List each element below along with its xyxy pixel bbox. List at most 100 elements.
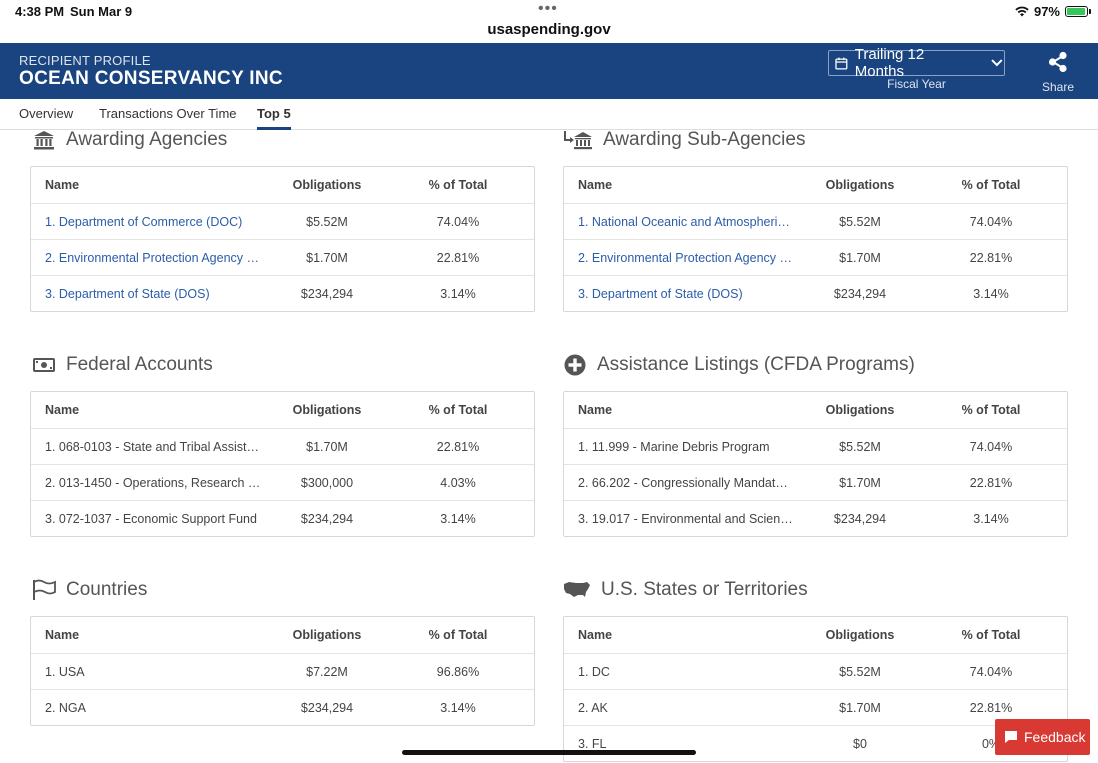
pct-value: 3.14%	[440, 700, 476, 715]
pct-value: 22.81%	[436, 439, 480, 454]
table-row: 2. NGA $234,294 3.14%	[31, 689, 534, 725]
pct-value: 74.04%	[969, 439, 1013, 454]
table-row: 1. DC $5.52M 74.04%	[564, 653, 1067, 689]
table-row: 3. FL $0 0%	[564, 725, 1067, 761]
tab-transactions-over-time[interactable]: Transactions Over Time	[99, 106, 237, 121]
recipient-header: RECIPIENT PROFILE OCEAN CONSERVANCY INC …	[0, 43, 1098, 99]
column-obligations: Obligations	[292, 178, 362, 192]
states-section: U.S. States or Territories Name Obligati…	[563, 578, 1068, 762]
agency-link[interactable]: 3. Department of State (DOS)	[45, 286, 210, 301]
home-indicator[interactable]	[402, 750, 696, 755]
table-row: 2. Environmental Protection Agency (EPA)…	[31, 239, 534, 275]
table-header-row: Name Obligations % of Total	[564, 167, 1067, 203]
obligations-value: $5.52M	[839, 664, 881, 679]
table-row: 2. 66.202 - Congressionally Mandated Pro…	[564, 464, 1067, 500]
chevron-down-icon	[991, 59, 1003, 67]
tab-overview[interactable]: Overview	[19, 106, 74, 121]
wifi-icon	[1015, 6, 1029, 17]
page-subtitle: RECIPIENT PROFILE	[19, 53, 151, 68]
clock: 4:38 PM	[15, 4, 65, 19]
pct-value: 22.81%	[969, 475, 1013, 490]
battery-level	[1067, 8, 1086, 15]
table-row: 3. 072-1037 - Economic Support Fund $234…	[31, 500, 534, 536]
section-title: Federal Accounts	[66, 354, 213, 375]
pct-value: 3.14%	[973, 511, 1009, 526]
share-label: Share	[1041, 80, 1075, 94]
sub-agency-icon	[563, 129, 593, 151]
chat-bubble-icon	[1005, 731, 1017, 743]
countries-table: Name Obligations % of Total 1. USA $7.22…	[30, 616, 535, 726]
table-row: 1. 068-0103 - State and Tribal Assistanc…	[31, 428, 534, 464]
obligations-value: $5.52M	[839, 439, 881, 454]
section-title: Awarding Sub-Agencies	[603, 129, 806, 150]
pct-value: 3.14%	[973, 286, 1009, 301]
table-row: 2. AK $1.70M 22.81%	[564, 689, 1067, 725]
obligations-value: $1.70M	[839, 700, 881, 715]
obligations-value: $1.70M	[306, 250, 348, 265]
sub-agency-link[interactable]: 3. Department of State (DOS)	[578, 286, 743, 301]
pct-value: 74.04%	[969, 214, 1013, 229]
obligations-value: $234,294	[300, 700, 354, 715]
states-table: Name Obligations % of Total 1. DC $5.52M…	[563, 616, 1068, 762]
pct-value: 74.04%	[436, 214, 480, 229]
tab-top-5[interactable]: Top 5	[257, 106, 291, 130]
fiscal-year-caption: Fiscal Year	[887, 77, 946, 91]
column-name: Name	[578, 403, 613, 417]
obligations-value: $5.52M	[839, 214, 881, 229]
bank-icon	[32, 129, 56, 151]
section-title: U.S. States or Territories	[601, 579, 808, 600]
table-header-row: Name Obligations % of Total	[31, 167, 534, 203]
column-obligations: Obligations	[825, 178, 895, 192]
account-name: 3. 072-1037 - Economic Support Fund	[45, 511, 257, 526]
account-name: 1. 068-0103 - State and Tribal Assistanc…	[45, 439, 261, 454]
section-title: Awarding Agencies	[66, 129, 228, 150]
plus-circle-icon	[563, 354, 587, 376]
awarding-agencies-table: Name Obligations % of Total 1. Departmen…	[30, 166, 535, 312]
awarding-sub-agencies-table: Name Obligations % of Total 1. National …	[563, 166, 1068, 312]
agency-link[interactable]: 1. Department of Commerce (DOC)	[45, 214, 243, 229]
pct-value: 96.86%	[436, 664, 480, 679]
obligations-value: $1.70M	[306, 439, 348, 454]
program-name: 1. 11.999 - Marine Debris Program	[578, 439, 770, 454]
pct-value: 3.14%	[440, 286, 476, 301]
sub-agency-link[interactable]: 1. National Oceanic and Atmospheric Admi…	[578, 214, 794, 229]
federal-accounts-table: Name Obligations % of Total 1. 068-0103 …	[30, 391, 535, 537]
column-pct: % of Total	[428, 403, 488, 417]
obligations-value: $7.22M	[306, 664, 348, 679]
account-name: 2. 013-1450 - Operations, Research and F…	[45, 475, 261, 490]
column-obligations: Obligations	[292, 628, 362, 642]
obligations-value: $234,294	[833, 286, 887, 301]
flag-icon	[32, 579, 56, 601]
pct-value: 4.03%	[440, 475, 476, 490]
state-name: 3. FL	[578, 736, 607, 751]
share-button[interactable]: Share	[1038, 51, 1078, 94]
column-name: Name	[578, 628, 613, 642]
table-row: 1. USA $7.22M 96.86%	[31, 653, 534, 689]
column-obligations: Obligations	[292, 403, 362, 417]
column-name: Name	[45, 403, 80, 417]
table-header-row: Name Obligations % of Total	[564, 617, 1067, 653]
battery-percent: 97%	[1033, 4, 1060, 19]
country-name: 2. NGA	[45, 700, 86, 715]
fiscal-year-dropdown[interactable]: Trailing 12 Months	[828, 46, 1005, 80]
pct-value: 74.04%	[969, 664, 1013, 679]
table-row: 3. Department of State (DOS) $234,294 3.…	[564, 275, 1067, 311]
more-dots-icon[interactable]: •••	[538, 0, 558, 17]
agency-link[interactable]: 2. Environmental Protection Agency (EPA)	[45, 250, 261, 265]
assistance-listings-section: Assistance Listings (CFDA Programs) Name…	[563, 353, 1068, 537]
column-name: Name	[45, 178, 80, 192]
share-icon	[1048, 51, 1067, 73]
obligations-value: $234,294	[833, 511, 887, 526]
feedback-button[interactable]: Feedback	[995, 719, 1090, 755]
pct-value: 22.81%	[969, 250, 1013, 265]
pct-value: 22.81%	[436, 250, 480, 265]
sub-agency-link[interactable]: 2. Environmental Protection Agency (EPA)	[578, 250, 794, 265]
obligations-value: $234,294	[300, 286, 354, 301]
pct-value: 22.81%	[969, 700, 1013, 715]
money-icon	[32, 354, 56, 376]
pct-value: 3.14%	[440, 511, 476, 526]
address-bar[interactable]: usaspending.gov	[487, 21, 611, 38]
column-name: Name	[578, 178, 613, 192]
column-pct: % of Total	[961, 628, 1021, 642]
section-title: Countries	[66, 579, 148, 600]
